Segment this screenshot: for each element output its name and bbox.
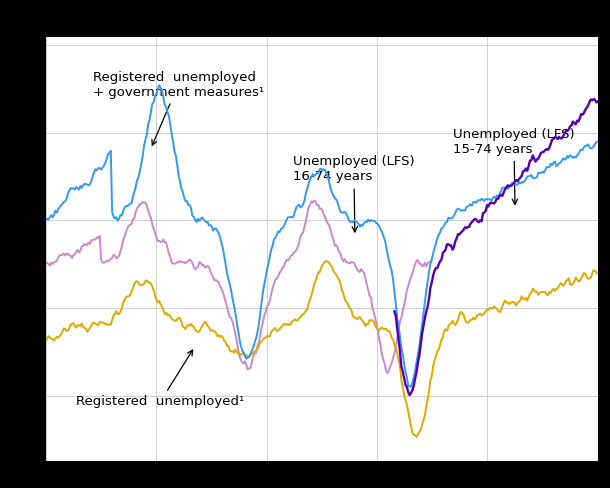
Text: Unemployed (LFS)
16-74 years: Unemployed (LFS) 16-74 years [293,156,415,232]
Text: Registered  unemployed¹: Registered unemployed¹ [76,350,245,408]
Text: Unemployed (LFS)
15-74 years: Unemployed (LFS) 15-74 years [453,128,575,204]
Text: Registered  unemployed
+ government measures¹: Registered unemployed + government measu… [93,71,264,145]
